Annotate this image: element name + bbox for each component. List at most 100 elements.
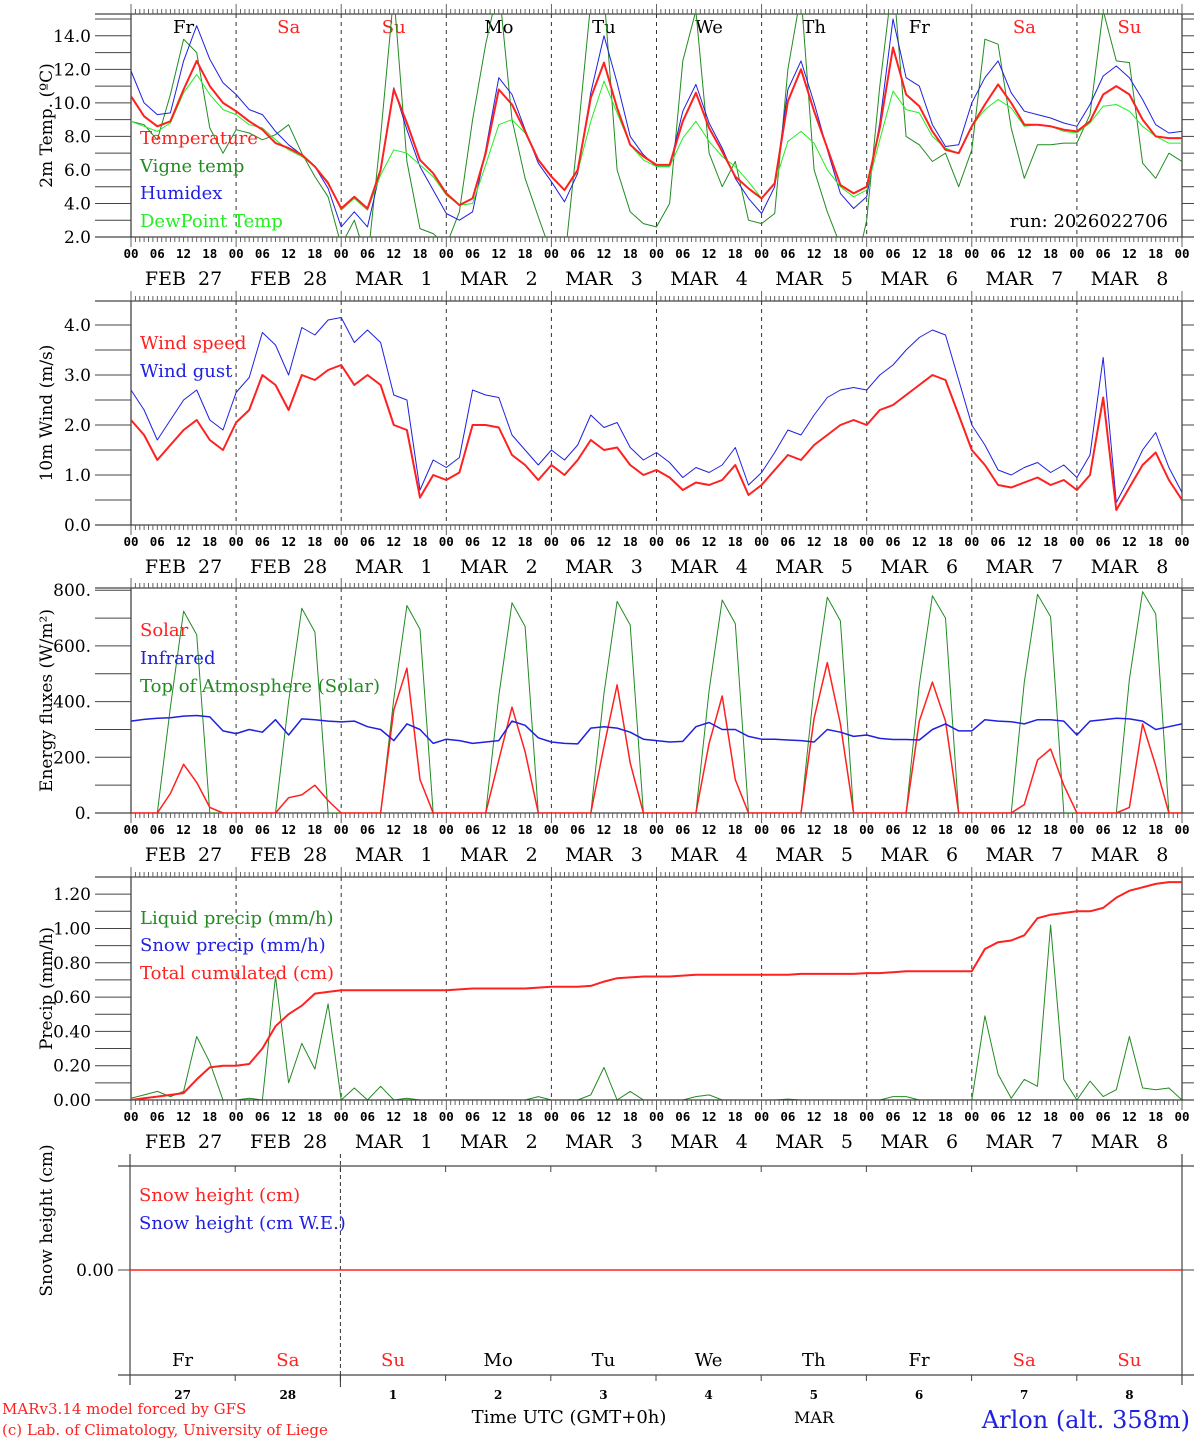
date-label: MAR 5 — [775, 556, 853, 578]
day-number-label: 8 — [1125, 1388, 1133, 1402]
hour-tick-label: 00 — [123, 822, 138, 837]
hour-tick-label: 00 — [649, 534, 664, 549]
date-label: FEB 27 — [145, 1131, 222, 1153]
hour-tick-label: 12 — [1017, 246, 1032, 261]
hour-tick-label: 12 — [702, 246, 717, 261]
hour-tick-label: 18 — [202, 534, 217, 549]
x-minor-ticks — [130, 4, 1183, 247]
hour-tick-label: 06 — [150, 246, 165, 261]
hour-tick-label: 06 — [991, 246, 1006, 261]
hour-tick-label: 18 — [518, 246, 533, 261]
hour-tick-label: 00 — [544, 246, 559, 261]
hour-tick-label: 18 — [623, 534, 638, 549]
y-axis-label: Precip (mm/h) — [37, 927, 57, 1050]
hour-tick-label: 06 — [991, 1109, 1006, 1124]
y-tick-label: 8.0 — [64, 127, 91, 147]
day-of-week-label: Sa — [277, 17, 300, 38]
station-name: Arlon (alt. 358m) — [981, 1406, 1190, 1434]
series-line-wind-speed — [131, 364, 1182, 511]
date-label: MAR 7 — [985, 268, 1063, 290]
hour-tick-label: 06 — [150, 534, 165, 549]
hour-tick-label: 06 — [991, 822, 1006, 837]
hour-tick-label: 06 — [885, 246, 900, 261]
date-label: MAR 1 — [355, 556, 433, 578]
series-line-liquid-precip-mm-h — [131, 924, 1182, 1100]
day-number-label: 4 — [704, 1388, 712, 1402]
hour-tick-label: 06 — [675, 534, 690, 549]
hour-tick-label: 00 — [1174, 534, 1189, 549]
date-label: MAR 5 — [775, 1131, 853, 1153]
y-axis-label: Snow height (cm) — [37, 1144, 57, 1296]
hour-tick-label: 18 — [412, 822, 427, 837]
day-number-label: 2 — [494, 1388, 502, 1402]
hour-tick-label: 12 — [1017, 822, 1032, 837]
hour-tick-label: 12 — [912, 534, 927, 549]
day-of-week-label: Fr — [908, 1350, 929, 1371]
date-label: MAR 8 — [1091, 1131, 1169, 1153]
date-label: FEB 28 — [250, 268, 327, 290]
hour-tick-label: 12 — [807, 534, 822, 549]
hour-tick-label: 12 — [491, 534, 506, 549]
legend-entry: Temperature — [140, 128, 258, 149]
hour-tick-label: 18 — [833, 246, 848, 261]
hour-tick-label: 06 — [780, 1109, 795, 1124]
hour-tick-label: 18 — [518, 1109, 533, 1124]
hour-tick-label: 06 — [885, 534, 900, 549]
hour-tick-label: 00 — [859, 1109, 874, 1124]
hour-tick-label: 12 — [807, 246, 822, 261]
date-label: FEB 27 — [145, 556, 222, 578]
hour-tick-label: 00 — [544, 1109, 559, 1124]
hour-tick-label: 18 — [202, 1109, 217, 1124]
y-tick-label: 0. — [75, 804, 91, 824]
legend-entry: Top of Atmosphere (Solar) — [140, 676, 380, 697]
date-label: MAR 2 — [460, 556, 538, 578]
y-tick-label: 0.20 — [53, 1057, 91, 1077]
panel-temp: 2.0 4.0 6.0 8.0 10.0 12.0 14.0 2m Temp. (ºC) 00 0… — [37, 4, 1194, 290]
y-tick-label: 0.00 — [76, 1261, 114, 1281]
hour-tick-label: 00 — [1174, 822, 1189, 837]
legend-entry: Snow height (cm W.E.) — [139, 1213, 346, 1234]
hour-tick-label: 06 — [885, 822, 900, 837]
day-of-week-label: Su — [381, 1350, 405, 1371]
hour-tick-label: 12 — [702, 822, 717, 837]
hour-tick-label: 06 — [465, 1109, 480, 1124]
y-tick-label: 12.0 — [53, 60, 91, 80]
day-number-label: 27 — [174, 1388, 191, 1402]
legend-entry: Snow height (cm) — [139, 1185, 300, 1206]
hour-tick-label: 00 — [649, 1109, 664, 1124]
series-line-infrared — [131, 714, 1182, 745]
series-line-total-cumulated-cm — [131, 881, 1182, 1100]
y-tick-label: 2.0 — [64, 228, 91, 248]
hour-tick-label: 06 — [360, 1109, 375, 1124]
hour-tick-label: 18 — [938, 246, 953, 261]
hour-tick-label: 06 — [1096, 534, 1111, 549]
date-label: MAR 6 — [880, 268, 958, 290]
hour-tick-label: 12 — [176, 246, 191, 261]
date-label: MAR 7 — [985, 1131, 1063, 1153]
hour-tick-label: 18 — [1043, 1109, 1058, 1124]
y-tick-label: 800. — [53, 581, 91, 601]
hour-tick-label: 18 — [412, 1109, 427, 1124]
hour-tick-label: 06 — [780, 534, 795, 549]
hour-tick-label: 18 — [1148, 1109, 1163, 1124]
day-of-week-label: Mo — [484, 1350, 513, 1371]
y-tick-label: 0.0 — [64, 516, 91, 536]
hour-tick-label: 00 — [964, 246, 979, 261]
hour-tick-label: 00 — [859, 534, 874, 549]
hour-tick-label: 00 — [754, 822, 769, 837]
hour-tick-label: 06 — [991, 534, 1006, 549]
date-label: MAR 6 — [880, 1131, 958, 1153]
legend-entry: Wind speed — [140, 333, 246, 354]
day-of-week-label: Th — [802, 1350, 826, 1371]
y-tick-label: 6.0 — [64, 161, 91, 181]
y-tick-label: 4.0 — [64, 316, 91, 336]
date-label: MAR 1 — [355, 1131, 433, 1153]
hour-tick-label: 12 — [596, 1109, 611, 1124]
day-of-week-label: Sa — [276, 1350, 299, 1371]
date-label: MAR 6 — [880, 844, 958, 866]
panel-precip: 0.00 0.20 0.40 0.60 0.80 1.00 1.20 Precip (mm/h… — [37, 867, 1194, 1153]
hour-tick-label: 00 — [439, 534, 454, 549]
hour-tick-label: 00 — [334, 1109, 349, 1124]
hour-tick-label: 12 — [491, 822, 506, 837]
